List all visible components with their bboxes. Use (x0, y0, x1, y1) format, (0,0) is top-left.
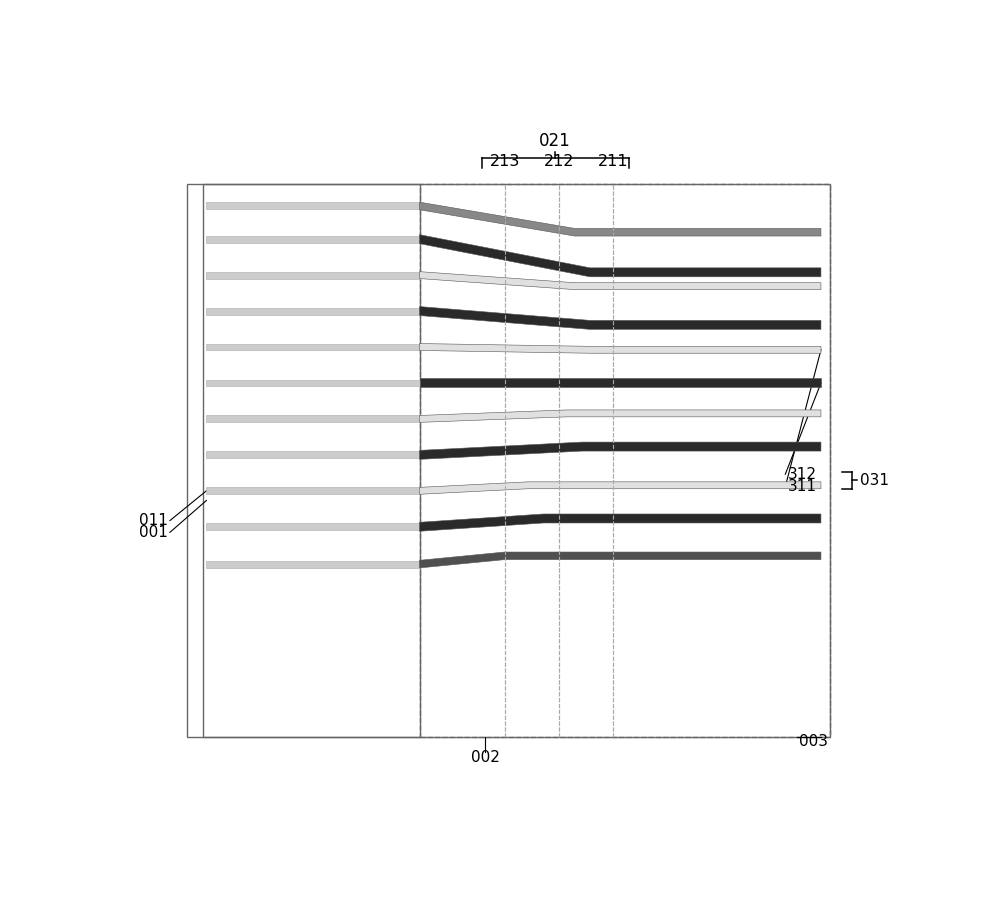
Bar (187, 184, 830, 737)
Bar (206, 380, 420, 386)
Text: 312: 312 (788, 467, 817, 481)
Text: 021: 021 (539, 132, 571, 150)
Text: 211: 211 (598, 154, 629, 169)
Text: 213: 213 (490, 154, 520, 169)
Bar (420, 184, 830, 737)
Polygon shape (420, 482, 821, 494)
Polygon shape (420, 271, 821, 290)
Polygon shape (420, 378, 821, 387)
Polygon shape (420, 552, 821, 568)
Polygon shape (420, 306, 821, 330)
Bar (206, 235, 420, 242)
Bar (206, 560, 420, 568)
Polygon shape (420, 344, 821, 353)
Text: 002: 002 (471, 750, 500, 765)
Bar (206, 344, 420, 350)
Text: 212: 212 (544, 154, 574, 169)
Bar (206, 452, 420, 458)
Polygon shape (420, 514, 821, 532)
Bar (202, 184, 420, 737)
Bar (206, 488, 420, 494)
Polygon shape (420, 234, 821, 277)
Bar (206, 271, 420, 278)
Polygon shape (420, 442, 821, 460)
Polygon shape (420, 409, 821, 422)
Text: 311: 311 (788, 480, 817, 494)
Text: 011: 011 (139, 513, 168, 528)
Text: 003: 003 (799, 735, 828, 749)
Bar (206, 202, 420, 209)
Polygon shape (420, 202, 821, 236)
Text: 031: 031 (860, 473, 889, 488)
Bar (206, 524, 420, 530)
Bar (206, 308, 420, 314)
Bar (206, 416, 420, 422)
Text: 001: 001 (139, 524, 168, 540)
